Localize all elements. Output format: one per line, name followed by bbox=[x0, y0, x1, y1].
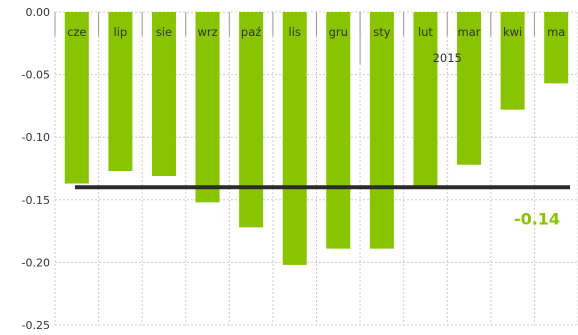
y-axis: 0.00 -0.05 -0.10 -0.15 -0.20 -0.25 bbox=[22, 6, 50, 332]
bar-4 bbox=[239, 12, 264, 228]
category-label: mar bbox=[458, 25, 481, 39]
category-label: paź bbox=[241, 25, 261, 39]
year-label: 2015 bbox=[433, 51, 462, 65]
bar-5 bbox=[282, 12, 307, 265]
y-tick-label: -0.05 bbox=[22, 69, 50, 82]
category-label: lis bbox=[289, 25, 301, 39]
category-label: ma bbox=[547, 25, 565, 39]
y-tick-label: -0.20 bbox=[22, 256, 50, 269]
y-tick-label: 0.00 bbox=[26, 6, 51, 19]
y-tick-label: -0.15 bbox=[22, 194, 50, 207]
bar-2 bbox=[151, 12, 176, 177]
bar-8 bbox=[413, 12, 438, 189]
category-label: cze bbox=[67, 25, 86, 39]
category-label: lut bbox=[418, 25, 433, 39]
bar-3 bbox=[195, 12, 220, 203]
category-label: wrz bbox=[197, 25, 217, 39]
category-label: sty bbox=[373, 25, 391, 39]
average-label: -0.14 bbox=[514, 209, 560, 228]
bar-9 bbox=[457, 12, 482, 165]
category-label: sie bbox=[156, 25, 172, 39]
grid-lines bbox=[54, 11, 578, 326]
bar-11 bbox=[544, 12, 569, 84]
bar-1 bbox=[108, 12, 133, 172]
reference-line-group: -0.14 bbox=[75, 185, 570, 228]
category-label: lip bbox=[114, 25, 128, 39]
y-tick-label: -0.25 bbox=[22, 319, 50, 332]
bar-0 bbox=[64, 12, 89, 184]
category-labels: cze lip sie wrz paź lis gru sty lut mar kwi ma 2015 bbox=[54, 12, 565, 65]
bar-7 bbox=[369, 12, 394, 249]
category-label: kwi bbox=[503, 25, 522, 39]
y-tick-label: -0.10 bbox=[22, 131, 50, 144]
bar-10 bbox=[500, 12, 525, 110]
bar-6 bbox=[326, 12, 351, 249]
bars bbox=[64, 12, 569, 265]
category-label: gru bbox=[329, 25, 348, 39]
